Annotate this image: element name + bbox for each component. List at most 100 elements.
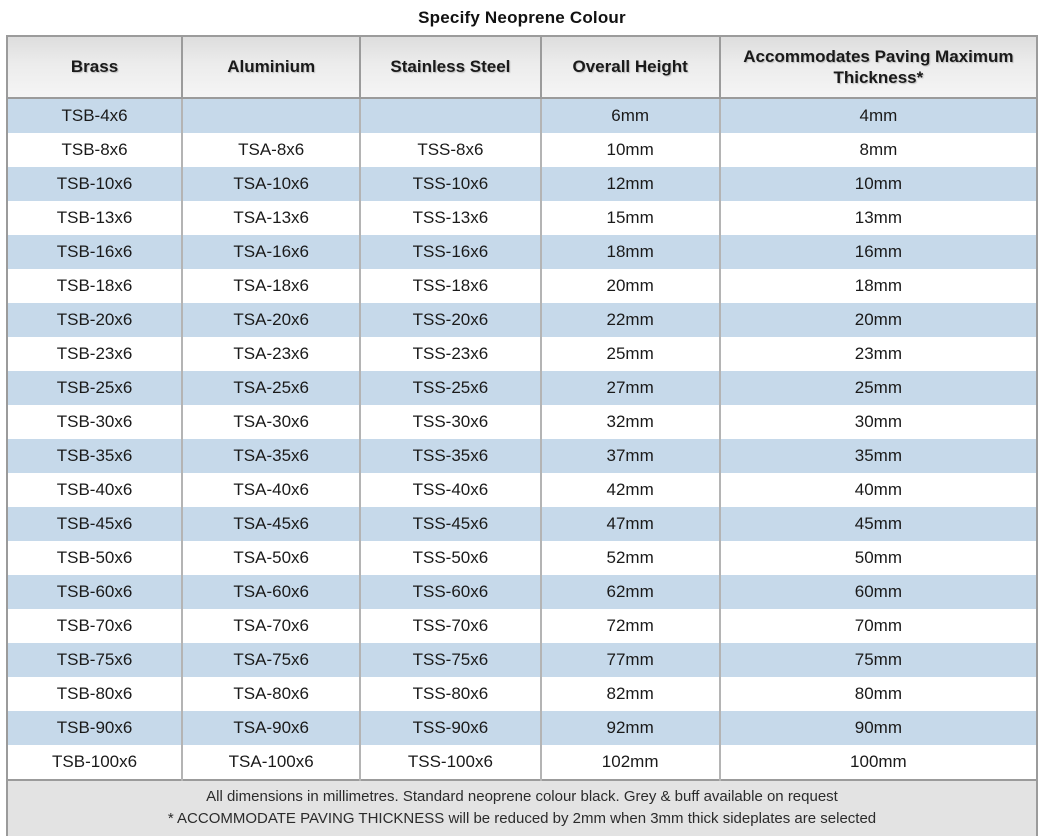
table-cell: TSA-70x6: [181, 609, 361, 643]
table-cell: TSB-75x6: [7, 643, 183, 677]
table-cell: TSA-100x6: [181, 745, 361, 780]
table-cell: TSA-50x6: [181, 541, 361, 575]
table-cell: TSB-8x6: [7, 133, 183, 167]
table-cell: TSS-18x6: [359, 269, 541, 303]
table-cell: 16mm: [718, 235, 1037, 269]
table-cell: TSS-70x6: [359, 609, 541, 643]
table-row: TSB-10x6 TSA-10x6 TSS-10x6 12mm 10mm: [7, 167, 1037, 201]
table-cell: TSS-35x6: [359, 439, 541, 473]
table-cell: 62mm: [539, 575, 720, 609]
table-cell: 42mm: [539, 473, 720, 507]
table-cell: TSB-35x6: [7, 439, 183, 473]
table-cell: TSB-30x6: [7, 405, 183, 439]
table-footer: All dimensions in millimetres. Standard …: [7, 779, 1037, 836]
table-row: TSB-40x6 TSA-40x6 TSS-40x6 42mm 40mm: [7, 473, 1037, 507]
table-cell: 6mm: [539, 98, 720, 133]
table-cell: TSA-16x6: [181, 235, 361, 269]
table-cell: 50mm: [718, 541, 1037, 575]
table-cell: 37mm: [539, 439, 720, 473]
table-cell: [359, 98, 541, 133]
table-cell: 30mm: [718, 405, 1037, 439]
table-cell: TSS-10x6: [359, 167, 541, 201]
table-cell: TSB-70x6: [7, 609, 183, 643]
table-row: TSB-20x6 TSA-20x6 TSS-20x6 22mm 20mm: [7, 303, 1037, 337]
table-row: TSB-8x6 TSA-8x6 TSS-8x6 10mm 8mm: [7, 133, 1037, 167]
table-row: TSB-16x6 TSA-16x6 TSS-16x6 18mm 16mm: [7, 235, 1037, 269]
table-cell: TSS-30x6: [359, 405, 541, 439]
table-cell: TSB-40x6: [7, 473, 183, 507]
table-row: TSB-18x6 TSA-18x6 TSS-18x6 20mm 18mm: [7, 269, 1037, 303]
table-cell: 45mm: [718, 507, 1037, 541]
table-cell: 60mm: [718, 575, 1037, 609]
table-row: TSB-35x6 TSA-35x6 TSS-35x6 37mm 35mm: [7, 439, 1037, 473]
table-cell: 20mm: [539, 269, 720, 303]
table-row: TSB-60x6 TSA-60x6 TSS-60x6 62mm 60mm: [7, 575, 1037, 609]
table-row: TSB-23x6 TSA-23x6 TSS-23x6 25mm 23mm: [7, 337, 1037, 371]
table-cell: TSB-18x6: [7, 269, 183, 303]
table-cell: 70mm: [718, 609, 1037, 643]
table-cell: TSB-80x6: [7, 677, 183, 711]
table-cell: 15mm: [539, 201, 720, 235]
table-cell: 52mm: [539, 541, 720, 575]
table-cell: 27mm: [539, 371, 720, 405]
table-cell: 82mm: [539, 677, 720, 711]
table-cell: TSS-16x6: [359, 235, 541, 269]
table-cell: 20mm: [718, 303, 1037, 337]
table-cell: TSA-75x6: [181, 643, 361, 677]
table-cell: 77mm: [539, 643, 720, 677]
page-title: Specify Neoprene Colour: [418, 8, 626, 27]
table-cell: 25mm: [718, 371, 1037, 405]
table-cell: TSA-13x6: [181, 201, 361, 235]
table-cell: 35mm: [718, 439, 1037, 473]
footnotes-cell: All dimensions in millimetres. Standard …: [7, 779, 1037, 836]
table-cell: TSA-35x6: [181, 439, 361, 473]
table-cell: TSS-13x6: [359, 201, 541, 235]
table-cell: TSB-10x6: [7, 167, 183, 201]
table-cell: TSB-50x6: [7, 541, 183, 575]
table-cell: TSA-60x6: [181, 575, 361, 609]
column-header: Stainless Steel: [359, 36, 541, 99]
column-header: Accommodates Paving Maximum Thickness*: [718, 36, 1037, 99]
table-cell: TSA-30x6: [181, 405, 361, 439]
table-cell: 10mm: [539, 133, 720, 167]
table-cell: TSB-20x6: [7, 303, 183, 337]
table-cell: TSB-45x6: [7, 507, 183, 541]
table-cell: 13mm: [718, 201, 1037, 235]
table-row: TSB-70x6 TSA-70x6 TSS-70x6 72mm 70mm: [7, 609, 1037, 643]
table-cell: 12mm: [539, 167, 720, 201]
table-cell: TSA-90x6: [181, 711, 361, 745]
table-cell: 72mm: [539, 609, 720, 643]
column-header: Aluminium: [181, 36, 361, 99]
table-cell: 75mm: [718, 643, 1037, 677]
footnote-line-1: All dimensions in millimetres. Standard …: [206, 788, 838, 805]
table-cell: 40mm: [718, 473, 1037, 507]
table-cell: TSB-100x6: [7, 745, 183, 780]
table-cell: 102mm: [539, 745, 720, 780]
table-cell: TSA-25x6: [181, 371, 361, 405]
table-cell: TSA-8x6: [181, 133, 361, 167]
table-row: TSB-4x6 6mm 4mm: [7, 98, 1037, 133]
table-cell: 8mm: [718, 133, 1037, 167]
table-row: TSB-30x6 TSA-30x6 TSS-30x6 32mm 30mm: [7, 405, 1037, 439]
table-cell: TSB-13x6: [7, 201, 183, 235]
table-cell: 4mm: [718, 98, 1037, 133]
table-cell: TSS-20x6: [359, 303, 541, 337]
table-cell: TSS-8x6: [359, 133, 541, 167]
table-cell: [181, 98, 361, 133]
table-cell: TSS-100x6: [359, 745, 541, 780]
table-cell: TSS-75x6: [359, 643, 541, 677]
table-cell: TSS-23x6: [359, 337, 541, 371]
table-cell: TSS-50x6: [359, 541, 541, 575]
table-cell: 25mm: [539, 337, 720, 371]
table-cell: 100mm: [718, 745, 1037, 780]
column-header: Overall Height: [539, 36, 720, 99]
table-cell: 18mm: [718, 269, 1037, 303]
table-cell: 23mm: [718, 337, 1037, 371]
table-body: TSB-4x6 6mm 4mm TSB-8x6 TSA-8x6 TSS-8x6 10mm 8m…: [7, 98, 1037, 780]
table-cell: TSA-80x6: [181, 677, 361, 711]
table-row: TSB-13x6 TSA-13x6 TSS-13x6 15mm 13mm: [7, 201, 1037, 235]
table-cell: 22mm: [539, 303, 720, 337]
table-cell: TSB-4x6: [7, 98, 183, 133]
table-cell: TSB-25x6: [7, 371, 183, 405]
table-cell: TSS-60x6: [359, 575, 541, 609]
